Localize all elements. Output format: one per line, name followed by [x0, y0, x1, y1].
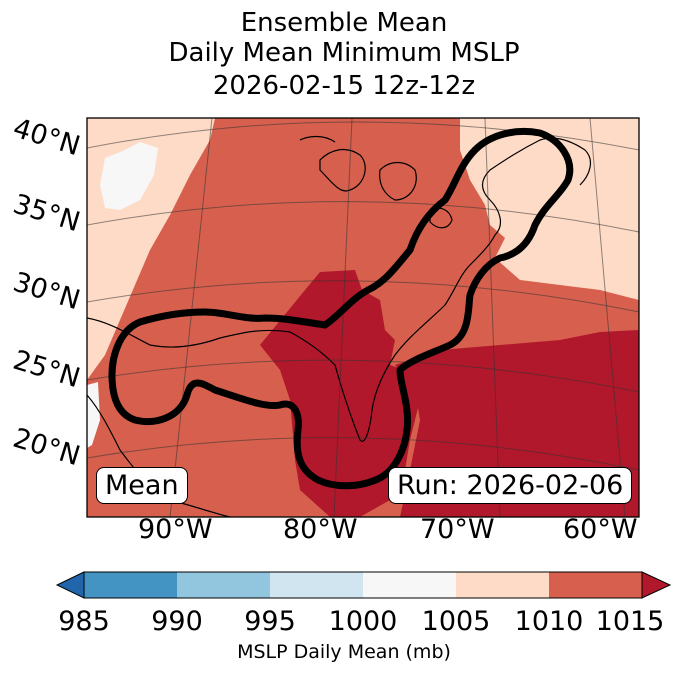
colorbar-bin-1010-1015 [549, 572, 642, 598]
mean-box: Mean [96, 467, 188, 504]
title-line-1: Ensemble Mean [240, 8, 448, 38]
colorbar-extend-low [55, 571, 85, 599]
colorbar-bin-985-990 [84, 572, 177, 598]
pressure-contour [108, 127, 574, 490]
lon-label-70w: 70°W [420, 514, 495, 545]
pressure-region-1000-1005 [100, 142, 158, 210]
title-line-2: Daily Mean Minimum MSLP [168, 38, 520, 68]
lon-label-60w: 60°W [563, 514, 638, 545]
colorbar-bin-995-1000 [270, 572, 363, 598]
colorbar-bin-1005-1010 [456, 572, 549, 598]
colorbar-tick-1000: 1000 [328, 606, 398, 637]
colorbar-tick-990: 990 [151, 606, 203, 637]
colorbar-frame [83, 571, 643, 599]
map-frame [86, 117, 640, 518]
colorbar-tick-1010: 1010 [514, 606, 584, 637]
map-area [87, 118, 639, 517]
colorbar-tick-985: 985 [58, 606, 110, 637]
lon-label-80w: 80°W [283, 514, 358, 545]
lon-label-90w: 90°W [138, 514, 213, 545]
colorbar-extend-high [641, 571, 672, 599]
colorbar-bin-1000-1005 [363, 572, 456, 598]
title-line-3: 2026-02-15 12z-12z [212, 71, 476, 101]
colorbar-bin-990-995 [177, 572, 270, 598]
graticule [87, 118, 639, 517]
colorbar [55, 571, 672, 599]
run-date-box: Run: 2026-02-06 [388, 467, 633, 504]
colorbar-tick-995: 995 [244, 606, 296, 637]
colorbar-tick-1015: 1015 [595, 606, 665, 637]
colorbar-label: MSLP Daily Mean (mb) [237, 641, 451, 663]
colorbar-tick-1005: 1005 [421, 606, 491, 637]
